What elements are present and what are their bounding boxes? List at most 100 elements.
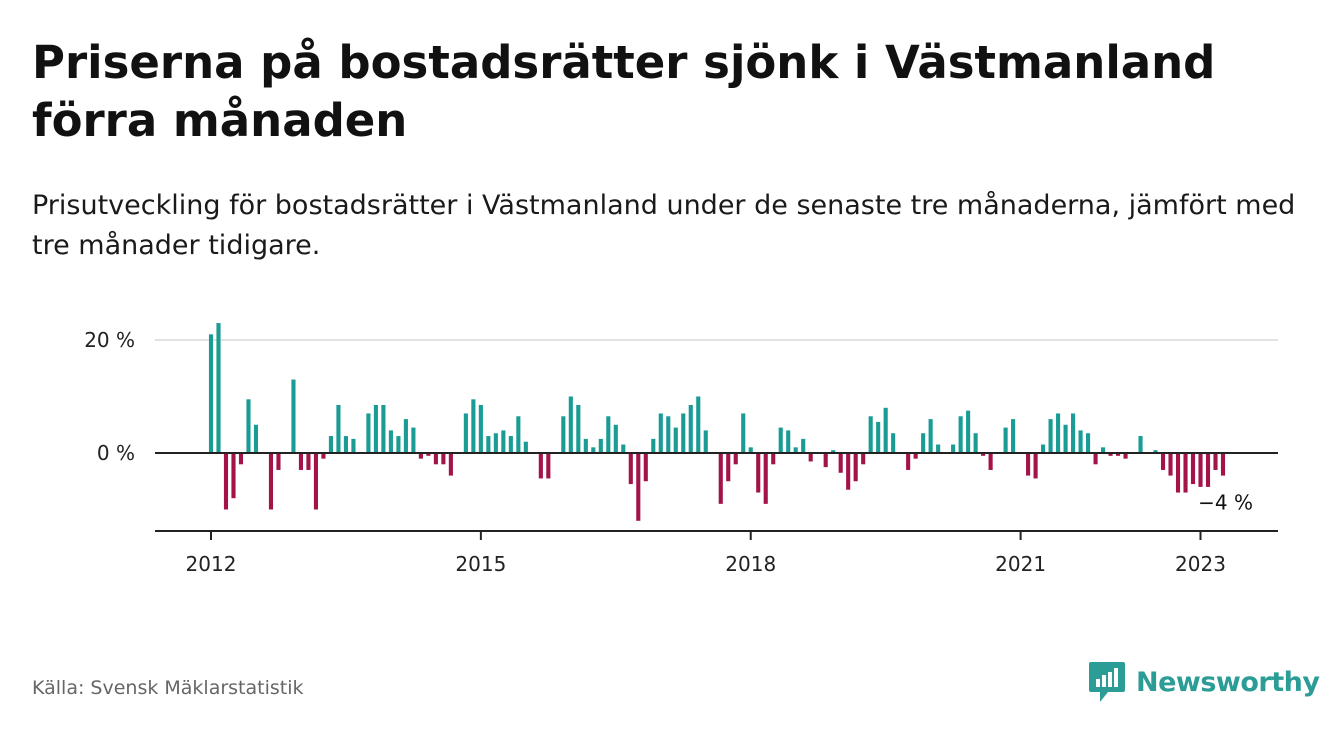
bar <box>966 410 971 454</box>
bar <box>561 416 566 453</box>
bar <box>771 453 776 465</box>
bar <box>891 433 896 453</box>
bar <box>403 419 408 453</box>
bar-chart: 0 % 20 % 2012 2015 2018 2021 2023 −4 % <box>84 323 1278 576</box>
bar <box>763 453 768 504</box>
bar <box>868 416 873 453</box>
bar <box>1138 436 1143 453</box>
bar <box>928 419 933 453</box>
bar <box>808 453 813 462</box>
bar <box>1048 419 1053 453</box>
bar <box>801 438 806 454</box>
bar <box>1086 433 1091 453</box>
bar <box>1056 413 1061 453</box>
bar <box>223 453 229 510</box>
bar <box>306 453 311 470</box>
bar <box>973 433 978 453</box>
bar <box>1183 453 1188 493</box>
bar <box>336 404 341 453</box>
bar <box>576 404 581 453</box>
bar <box>913 453 918 459</box>
bar <box>1011 419 1016 453</box>
bar <box>253 424 259 453</box>
bar <box>696 396 701 453</box>
bar <box>1041 444 1046 453</box>
brand-name: Newsworthy <box>1136 666 1320 698</box>
bar <box>276 453 281 470</box>
bar <box>793 447 798 453</box>
bar <box>1026 453 1031 476</box>
bar <box>448 453 453 476</box>
bar <box>598 438 603 454</box>
bar <box>441 453 446 465</box>
bar <box>1108 453 1113 456</box>
bar <box>493 433 498 453</box>
bar <box>1220 453 1226 476</box>
bar <box>433 453 438 465</box>
bar <box>606 416 611 453</box>
bar <box>538 453 543 479</box>
bar <box>343 436 348 453</box>
bar <box>388 430 393 453</box>
y-tick-label: 20 % <box>84 328 135 352</box>
bar <box>921 433 926 453</box>
bar <box>756 453 761 493</box>
bar <box>373 404 378 453</box>
bar <box>1190 453 1196 485</box>
bar <box>1153 450 1158 453</box>
bar <box>658 413 663 453</box>
bar <box>238 453 244 465</box>
bar <box>418 453 423 459</box>
bar <box>1093 453 1098 465</box>
bar <box>906 453 911 470</box>
bar <box>1071 413 1076 453</box>
bar <box>1063 424 1068 453</box>
bar <box>411 427 416 453</box>
bar <box>981 453 986 456</box>
x-tick-label: 2015 <box>455 552 506 576</box>
bar <box>268 453 274 510</box>
x-tick-label: 2021 <box>995 552 1046 576</box>
bar <box>958 416 963 453</box>
x-tick-label: 2012 <box>186 552 237 576</box>
bar <box>216 323 221 453</box>
bar <box>321 453 326 459</box>
y-tick-label: 0 % <box>97 441 135 465</box>
bar <box>366 413 371 453</box>
bar <box>298 453 304 470</box>
bar <box>741 413 746 453</box>
bar <box>501 430 506 453</box>
bar <box>823 453 828 468</box>
bar <box>718 453 723 504</box>
bar <box>1198 453 1203 487</box>
bar <box>1205 453 1211 487</box>
bar <box>613 424 618 453</box>
bar <box>1115 453 1121 456</box>
bar <box>703 430 708 453</box>
bar <box>876 421 881 453</box>
bar <box>1168 453 1173 476</box>
bar <box>396 436 401 453</box>
bar <box>523 441 528 453</box>
bar <box>988 453 993 470</box>
bar <box>546 453 551 479</box>
bar <box>831 450 836 453</box>
bar <box>778 427 783 453</box>
bar <box>1175 453 1181 493</box>
bar <box>846 453 851 490</box>
bar <box>651 438 656 454</box>
bar <box>478 404 483 453</box>
chart-title: Priserna på bostadsrätter sjönk i Västma… <box>32 36 1216 147</box>
bar <box>936 444 941 453</box>
x-tick-label: 2023 <box>1175 552 1226 576</box>
bar <box>568 396 573 453</box>
bar <box>516 416 521 453</box>
newsworthy-logo-icon <box>1089 662 1125 702</box>
bar <box>726 453 731 482</box>
bar <box>208 334 214 453</box>
bar <box>1123 453 1128 459</box>
bar <box>1078 430 1083 453</box>
bar <box>628 453 633 485</box>
source-note: Källa: Svensk Mäklarstatistik <box>32 677 304 699</box>
bar <box>748 447 753 453</box>
